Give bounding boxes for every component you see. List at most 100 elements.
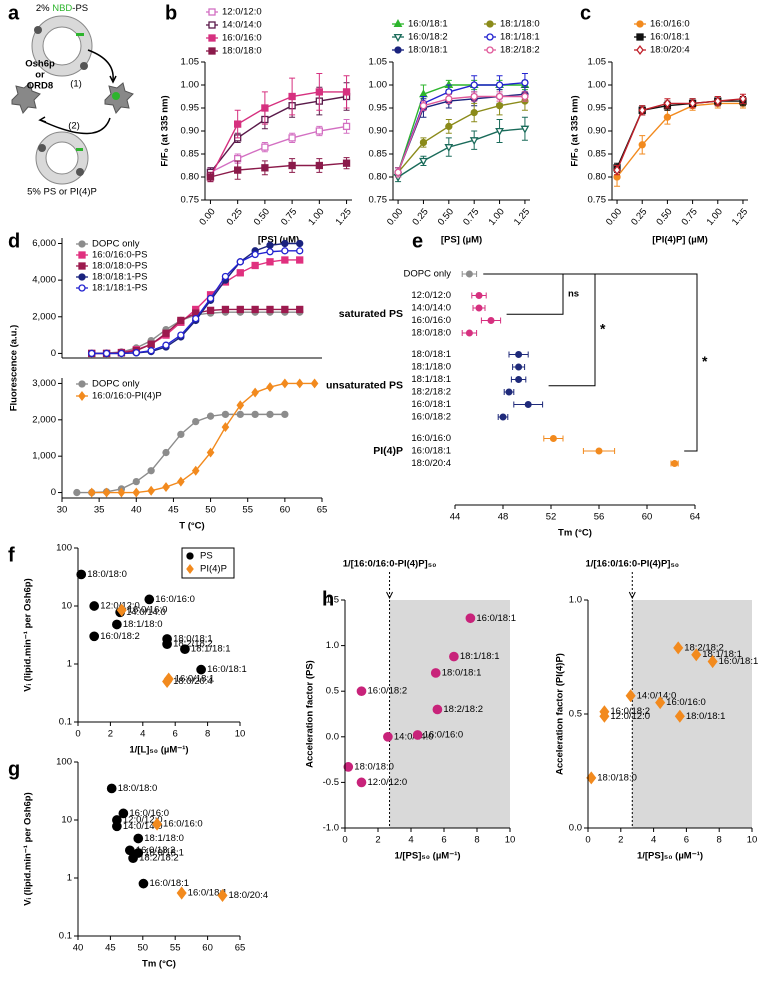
legend-label: 18:0/18:0 <box>222 46 262 57</box>
point-label: 16:0/18:1 <box>207 664 247 675</box>
legend-label: DOPC only <box>92 239 140 250</box>
point-label: 18:2/18:2 <box>173 639 213 650</box>
data-point <box>88 349 96 358</box>
point-label: 18:0/18:1 <box>686 711 726 722</box>
y-tick-label: 1 <box>67 659 72 670</box>
significance-label: * <box>702 353 708 369</box>
x-tick-label: 10 <box>235 729 246 740</box>
data-point <box>180 644 190 655</box>
data-point <box>296 239 304 248</box>
data-point <box>147 340 155 348</box>
data-point <box>133 833 144 844</box>
reference-arrow <box>628 591 636 600</box>
data-point <box>132 349 140 357</box>
series-line <box>397 100 526 173</box>
data-point <box>112 821 122 832</box>
legend-label: 18:2/18:2 <box>500 45 540 56</box>
data-point <box>673 641 684 655</box>
data-point <box>515 363 523 371</box>
data-point <box>177 316 185 325</box>
panel-letter: f <box>8 544 15 566</box>
data-point <box>495 81 504 89</box>
x-tick-label: 45 <box>168 505 179 516</box>
point-label: 16:0/18:1 <box>188 888 228 899</box>
data-point <box>342 122 351 131</box>
panel-letter: e <box>412 230 423 252</box>
data-point <box>707 655 718 669</box>
data-point <box>419 157 428 166</box>
data-point <box>261 104 269 112</box>
legend-marker <box>186 552 194 560</box>
data-point <box>613 165 621 176</box>
lipid <box>34 26 42 34</box>
nbd-probe <box>76 33 84 36</box>
x-tick-label: 2 <box>618 835 623 846</box>
data-point <box>132 487 141 498</box>
point-label: 18:1/18:0 <box>123 619 163 630</box>
data-point <box>147 347 155 355</box>
legend-marker <box>208 21 216 29</box>
data-point <box>356 777 367 788</box>
data-point <box>296 305 304 314</box>
x-axis-label: T (°C) <box>179 521 204 532</box>
group-label: unsaturated PS <box>326 380 403 392</box>
data-point <box>419 89 428 98</box>
data-point <box>162 639 172 649</box>
data-point <box>495 127 504 136</box>
data-point <box>342 88 351 96</box>
x-tick-label: 60 <box>202 943 213 954</box>
y-tick-label: 0.1 <box>59 931 72 942</box>
legend-label: 16:0/16:0-PI(4)P <box>92 391 162 402</box>
row-label: DOPC only <box>403 269 451 280</box>
legend-label: 14:0/14:0 <box>222 20 262 31</box>
data-point <box>251 410 259 419</box>
data-point <box>281 305 289 314</box>
series-line <box>616 98 744 171</box>
data-point <box>315 88 323 96</box>
x-tick-label: 0.00 <box>385 206 405 227</box>
legend-label: PS <box>200 551 213 562</box>
x-tick-label: 2 <box>375 835 380 846</box>
y-tick-label: 100 <box>56 543 72 554</box>
x-tick-label: 6 <box>441 835 446 846</box>
point-label: 18:0/18:0 <box>118 783 158 794</box>
legend-marker <box>394 46 402 54</box>
data-point <box>499 413 507 421</box>
point-label: 18:0/20:4 <box>229 890 269 901</box>
data-point <box>599 709 610 723</box>
point-label: 16:0/18:1 <box>476 613 516 624</box>
data-point <box>663 98 672 109</box>
data-point <box>625 689 636 703</box>
y-tick-label: 1 <box>67 873 72 884</box>
point-label: 18:2/18:2 <box>684 642 724 653</box>
y-tick-label: 0.75 <box>588 195 607 206</box>
data-point <box>419 102 428 110</box>
legend-marker <box>636 45 644 55</box>
x-tick-label: 56 <box>594 512 605 523</box>
legend-label: PI(4)P <box>200 564 227 575</box>
liposome-lumen <box>45 141 79 175</box>
data-point <box>505 388 513 396</box>
data-point <box>236 400 245 411</box>
data-point <box>196 664 206 675</box>
x-tick-label: 1.25 <box>512 206 532 227</box>
data-point <box>191 465 200 476</box>
data-point <box>116 603 127 617</box>
legend-marker <box>78 391 86 401</box>
x-tick-label: 10 <box>747 835 758 846</box>
x-axis-label: [PS] (µM) <box>258 235 299 246</box>
data-point <box>713 96 722 107</box>
data-point <box>495 92 504 101</box>
data-point <box>674 709 685 723</box>
protein-label: Osh6p <box>25 59 55 70</box>
x-axis-label: Tm (°C) <box>558 528 592 539</box>
point-label: 16:0/16:0 <box>155 594 195 605</box>
panel-letter: d <box>8 230 20 252</box>
data-point <box>221 410 230 419</box>
series-line <box>616 102 743 178</box>
data-point <box>281 239 289 248</box>
significance-label: ns <box>568 289 579 300</box>
data-point <box>475 304 483 312</box>
y-tick-label: 1.00 <box>369 80 388 91</box>
point-label: 16:0/18:2 <box>610 706 650 717</box>
